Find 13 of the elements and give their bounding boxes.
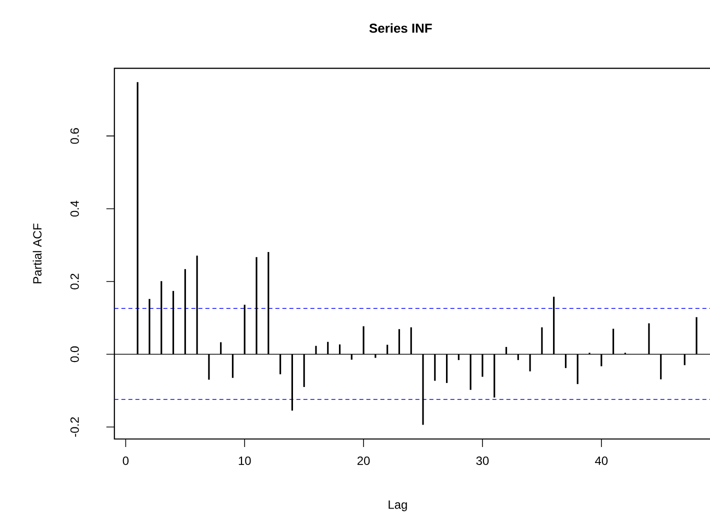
y-tick-label: 0.0: [70, 346, 79, 362]
chart-title: Series INF: [369, 23, 432, 33]
y-tick-label: 0.4: [70, 200, 79, 217]
y-tick-label: 0.2: [70, 274, 79, 290]
y-axis-title: Partial ACF: [32, 224, 42, 284]
y-tick-label: 0.6: [70, 128, 79, 144]
x-tick-label: 20: [357, 456, 370, 465]
x-tick-label: 30: [476, 456, 489, 465]
x-tick-label: 10: [238, 456, 251, 465]
x-axis-title: Lag: [388, 500, 407, 512]
x-tick-label: 40: [595, 456, 608, 465]
x-tick-label: 0: [122, 456, 129, 465]
y-tick-label: -0.2: [70, 417, 79, 437]
